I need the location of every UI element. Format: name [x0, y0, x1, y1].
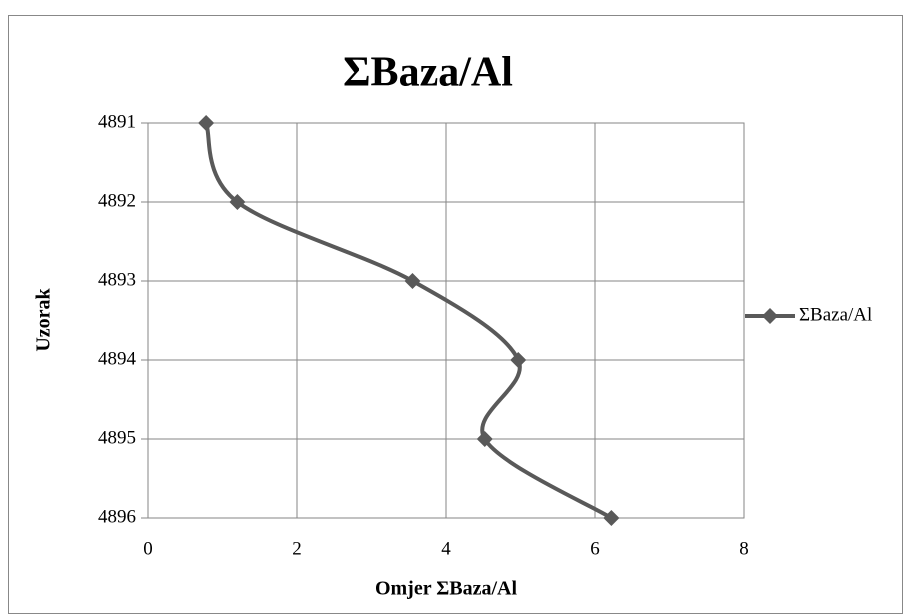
y-tick-label: 4895: [98, 427, 136, 448]
marker: [603, 510, 620, 526]
legend-marker: [762, 308, 778, 324]
x-tick-label: 6: [590, 538, 600, 559]
x-tick-label: 2: [292, 538, 302, 559]
marker: [404, 273, 421, 289]
y-tick-label: 4892: [98, 190, 136, 211]
x-tick-label: 0: [143, 538, 153, 559]
x-tick-label: 8: [739, 538, 749, 559]
y-tick-label: 4896: [98, 506, 136, 527]
y-tick-label: 4894: [98, 348, 137, 369]
marker: [229, 194, 246, 210]
marker: [198, 115, 215, 131]
x-axis-title: Omjer ΣBaza/Al: [375, 578, 518, 600]
plot-border: [147, 122, 745, 519]
marker: [510, 352, 527, 368]
legend-label: ΣBaza/Al: [799, 304, 872, 325]
y-tick-label: 4893: [98, 269, 136, 290]
y-axis-title: Uzorak: [33, 287, 55, 351]
chart-title: ΣBaza/Al: [343, 50, 513, 96]
x-tick-label: 4: [441, 538, 451, 559]
marker: [476, 431, 493, 447]
y-tick-label: 4891: [98, 111, 136, 132]
